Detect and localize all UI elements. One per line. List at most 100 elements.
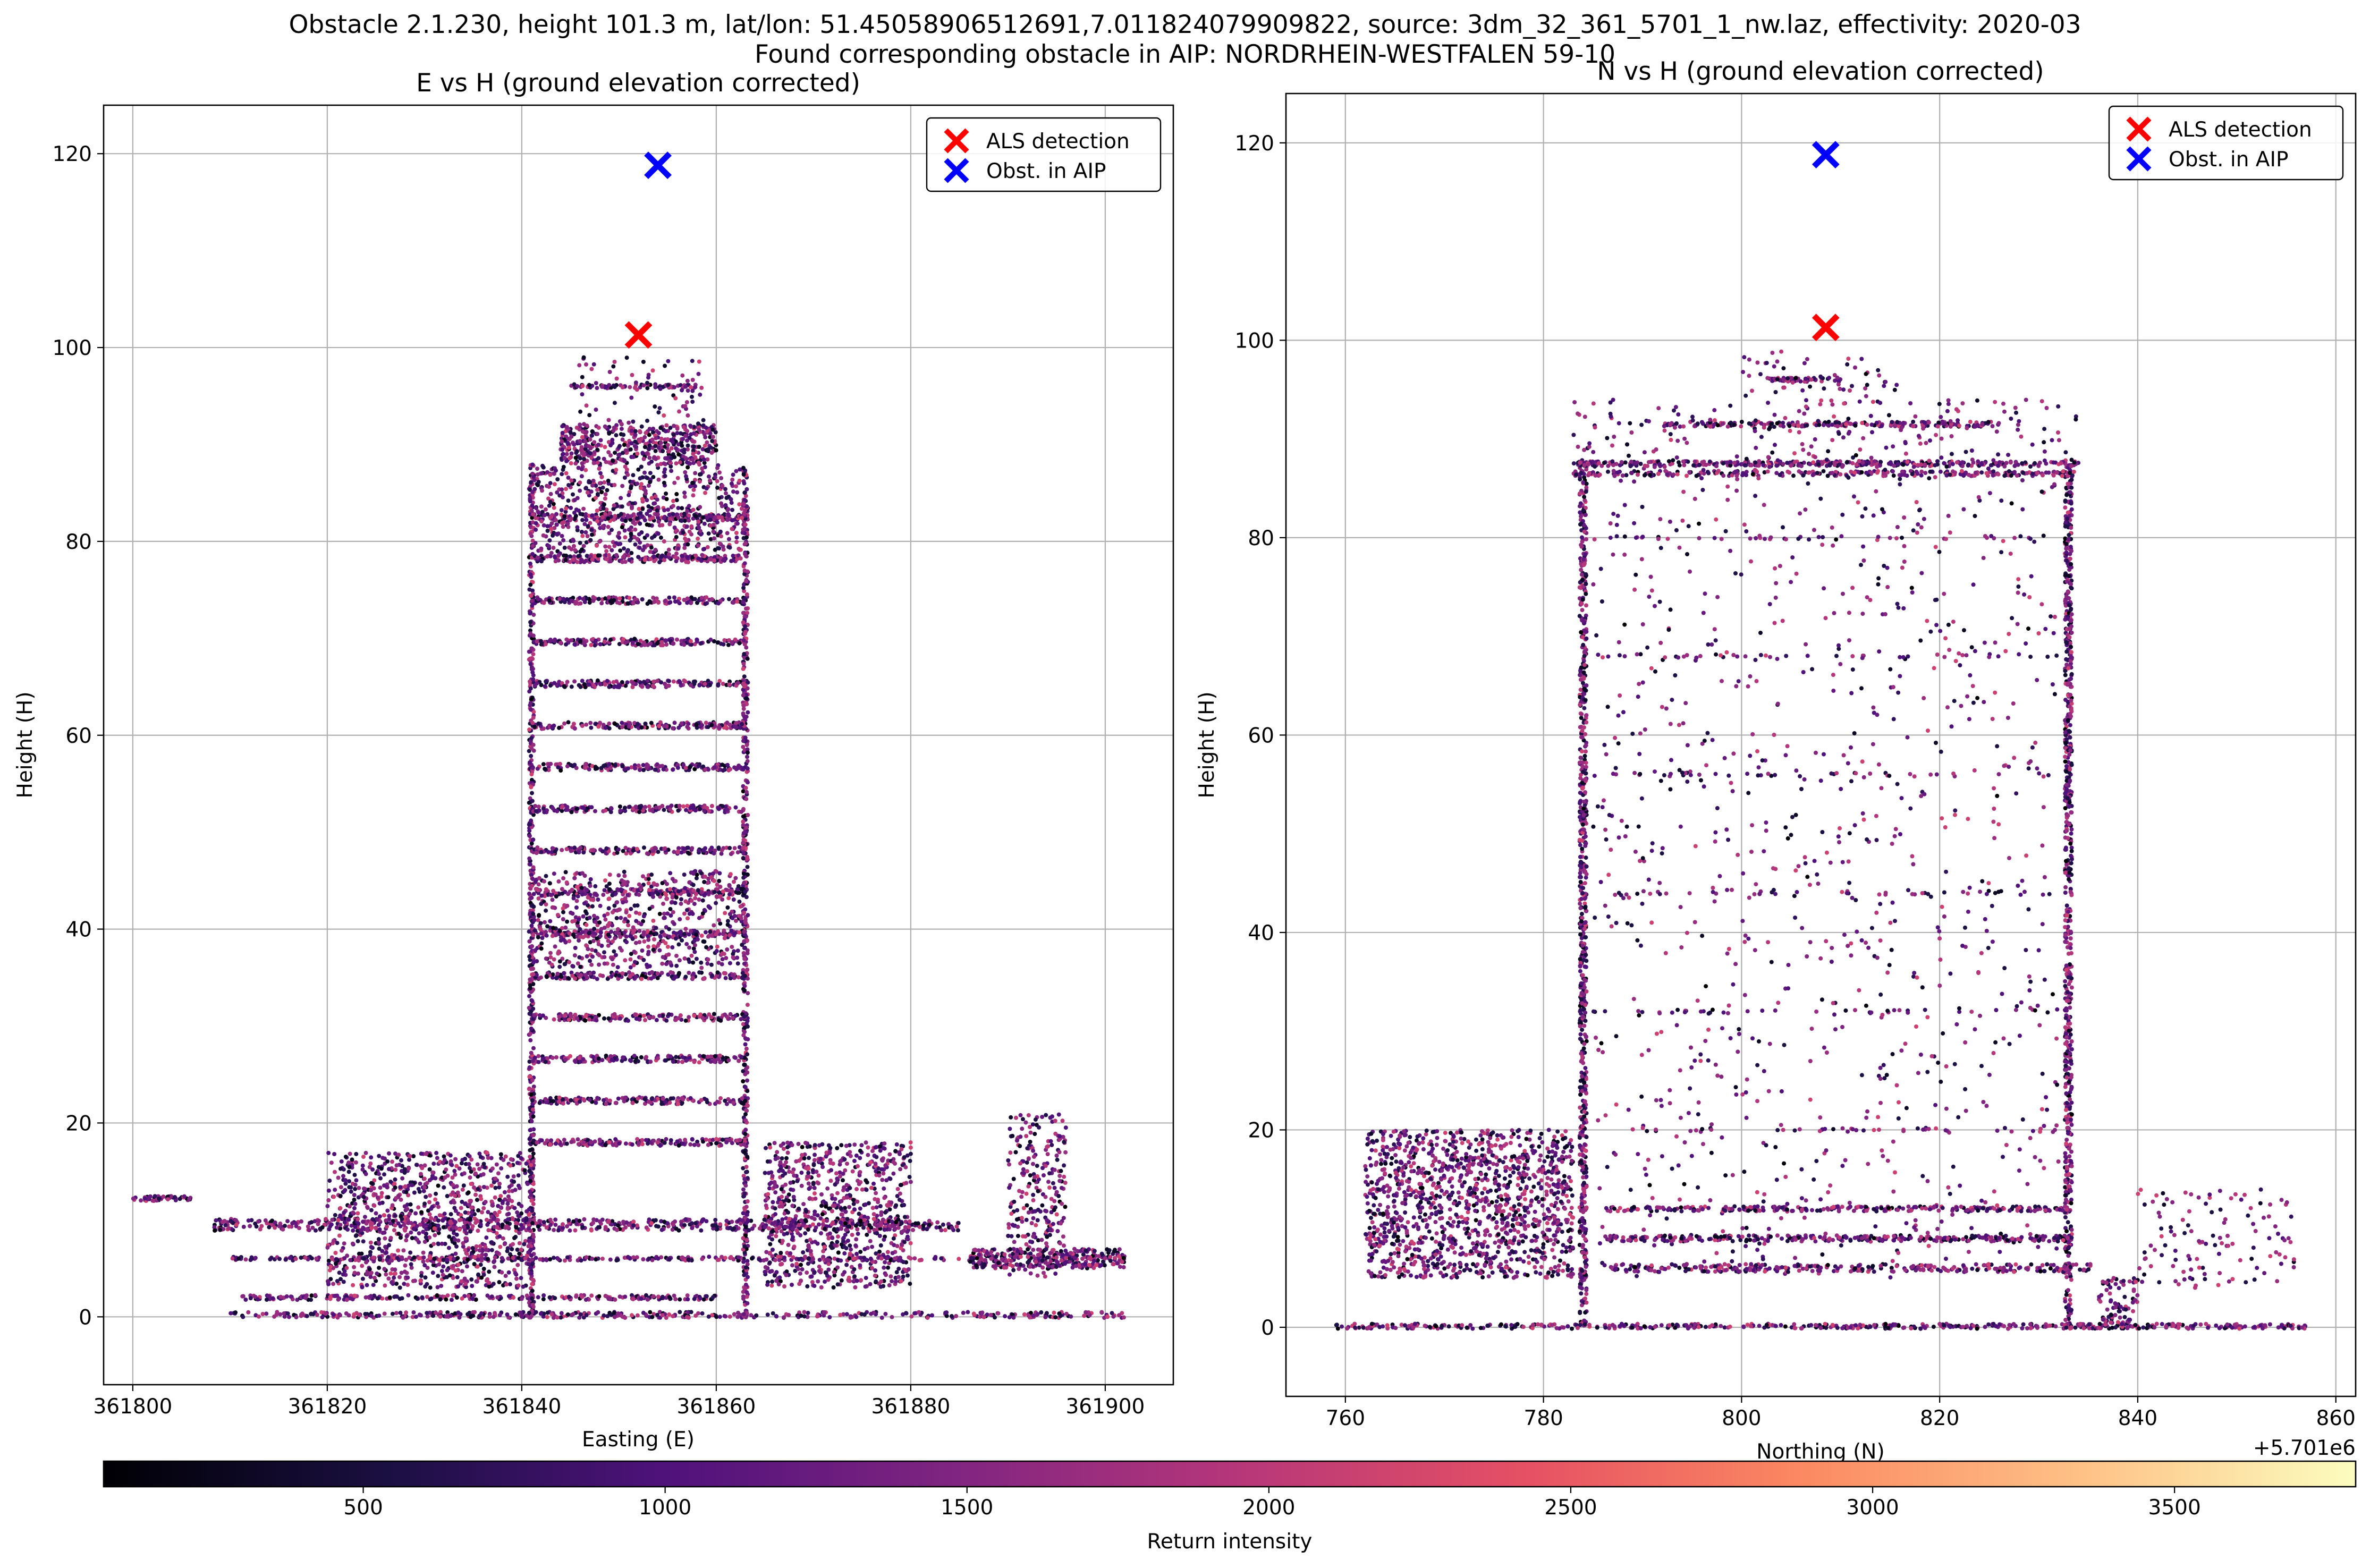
point: [740, 1096, 744, 1101]
point: [605, 977, 610, 981]
point: [578, 935, 583, 939]
point: [744, 696, 749, 701]
point: [622, 930, 627, 935]
point: [626, 514, 631, 519]
point: [539, 902, 544, 906]
point: [565, 680, 570, 684]
point: [612, 598, 616, 603]
point: [741, 600, 746, 605]
point: [528, 523, 532, 528]
point: [684, 1058, 689, 1063]
point: [599, 601, 604, 606]
point: [664, 893, 668, 897]
point: [606, 1016, 611, 1021]
point: [720, 804, 725, 809]
point: [552, 505, 556, 510]
point: [737, 502, 742, 507]
point: [531, 972, 536, 977]
point: [623, 845, 628, 850]
point: [539, 946, 544, 951]
point: [583, 1014, 588, 1019]
point: [668, 906, 673, 911]
point: [584, 943, 589, 948]
point: [739, 916, 743, 921]
point: [741, 1290, 746, 1294]
point: [531, 1182, 536, 1186]
point: [738, 904, 743, 909]
point: [709, 803, 714, 808]
point: [547, 503, 552, 508]
point: [629, 1058, 633, 1063]
point: [700, 911, 705, 916]
point: [606, 478, 611, 483]
point: [579, 530, 584, 534]
point: [617, 683, 622, 688]
point: [650, 808, 655, 813]
point: [687, 504, 691, 508]
point: [743, 1118, 748, 1123]
point: [672, 921, 676, 926]
point: [683, 766, 688, 770]
point: [535, 467, 539, 471]
point: [641, 1013, 646, 1018]
point: [633, 1012, 638, 1017]
point: [676, 725, 681, 730]
point: [716, 682, 721, 686]
point: [709, 962, 714, 967]
point: [528, 572, 533, 577]
point: [662, 916, 666, 920]
point: [528, 499, 532, 504]
point: [656, 519, 661, 524]
point: [530, 884, 534, 888]
point: [697, 1060, 701, 1065]
point: [682, 546, 687, 550]
point: [745, 1199, 750, 1203]
point: [716, 546, 721, 550]
point: [594, 1018, 599, 1023]
point: [742, 880, 747, 885]
point: [528, 561, 532, 566]
point: [685, 555, 690, 560]
point: [572, 876, 577, 880]
point: [723, 724, 728, 729]
point: [583, 468, 588, 472]
point: [548, 638, 553, 642]
point: [681, 1097, 685, 1102]
point: [676, 808, 681, 813]
point: [553, 559, 558, 564]
point: [743, 508, 748, 513]
point: [744, 1238, 749, 1242]
point: [720, 762, 725, 767]
point: [664, 962, 668, 967]
point: [544, 930, 548, 934]
point: [636, 555, 641, 560]
point: [674, 963, 679, 968]
point: [727, 682, 732, 687]
point: [531, 960, 536, 965]
point: [719, 501, 724, 506]
point: [545, 1138, 549, 1143]
point: [746, 780, 750, 785]
point: [552, 957, 556, 962]
point: [560, 521, 564, 526]
point: [741, 707, 746, 711]
point: [616, 873, 621, 878]
point: [716, 515, 721, 520]
point: [612, 482, 617, 487]
point: [627, 493, 631, 497]
point: [637, 882, 641, 887]
point: [744, 796, 749, 801]
point: [744, 645, 749, 650]
point: [688, 765, 692, 769]
point: [654, 805, 658, 810]
point: [742, 1250, 747, 1255]
point: [586, 947, 590, 952]
point: [591, 930, 596, 935]
point: [737, 764, 741, 768]
point: [659, 680, 664, 685]
point: [709, 597, 714, 601]
point: [602, 955, 607, 960]
point: [733, 637, 738, 642]
point: [621, 1055, 625, 1060]
point: [745, 864, 750, 869]
